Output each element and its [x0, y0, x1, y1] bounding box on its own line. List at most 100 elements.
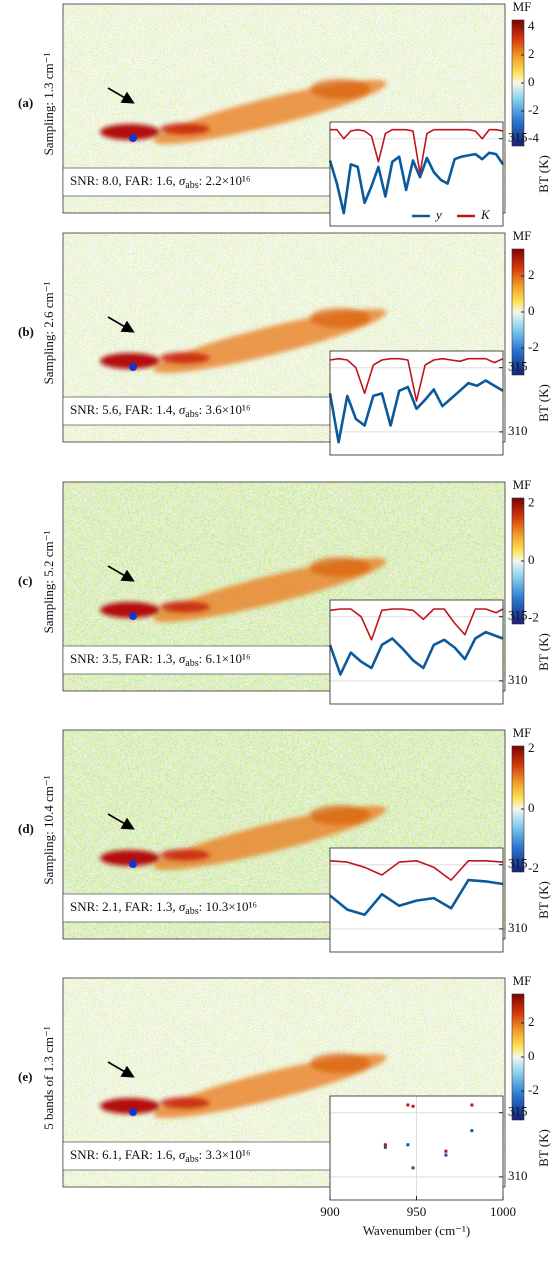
series-point [406, 1103, 410, 1107]
annotation-subscript: abs [185, 658, 198, 669]
annotation: SNR: 6.1, FAR: 1.6, σabs: 3.3×10¹⁶ [70, 1147, 250, 1165]
inset-background [330, 122, 503, 226]
x-tick-label: 950 [407, 1204, 427, 1219]
colorbar-tick-label: 2 [528, 740, 535, 755]
annotation-box [62, 1141, 331, 1171]
annotation: SNR: 2.1, FAR: 1.3, σabs: 10.3×10¹⁶ [70, 899, 257, 917]
map-frame [62, 3, 506, 214]
series-point [383, 1143, 387, 1147]
arrow [107, 316, 135, 333]
plume-mid [160, 352, 210, 364]
annotation-symbol: σ [179, 402, 186, 417]
map-ylabel: Sampling: 5.2 cm⁻¹ [41, 530, 56, 633]
colorbar-tick-label: 2 [528, 267, 535, 282]
plume-core [100, 124, 160, 140]
colorbar-label: MF [513, 0, 532, 14]
colorbar-tick-label: 2 [528, 46, 535, 61]
plume-far [310, 79, 370, 99]
plume [100, 79, 387, 145]
colorbar-tick-label: -2 [528, 339, 539, 354]
inset-background [330, 600, 503, 704]
source-dot [129, 1108, 137, 1116]
y-tick-label: 310 [508, 423, 528, 438]
annotation-suffix: : 2.2×10¹⁶ [199, 173, 251, 188]
plume [100, 805, 387, 871]
annotation-suffix: : 6.1×10¹⁶ [199, 651, 251, 666]
y-tick-label: 310 [508, 1168, 528, 1183]
source-dot [129, 134, 137, 142]
colorbar-tick-label: 4 [528, 18, 535, 33]
y-axis-label: BT (K) [536, 155, 551, 193]
colorbar-label: MF [513, 725, 532, 740]
annotation-box [62, 167, 331, 197]
inset-background [330, 351, 503, 455]
source-dot [129, 860, 137, 868]
y-axis-label: BT (K) [536, 881, 551, 919]
colorbar-tick-label: 2 [528, 495, 535, 510]
inset-frame [329, 599, 504, 705]
map-frame [62, 977, 506, 1188]
plume-mid [160, 849, 210, 861]
inset-frame [329, 847, 504, 953]
inset-frame [329, 121, 504, 227]
series-point [411, 1104, 415, 1108]
plume-mid [160, 601, 210, 613]
map-ylabel: Sampling: 10.4 cm⁻¹ [41, 775, 56, 884]
panel-label: (e) [18, 1069, 32, 1084]
annotation-suffix: : 10.3×10¹⁶ [199, 899, 257, 914]
colorbar-tick-label: 0 [528, 1048, 535, 1063]
plume [100, 308, 387, 374]
inset-frame [329, 1095, 504, 1201]
y-tick-label: 315 [508, 130, 528, 145]
map-ylabel: 5 bands of 1.3 cm⁻¹ [41, 1026, 56, 1130]
annotation-symbol: σ [179, 173, 186, 188]
colorbar-tick-label: 2 [528, 1014, 535, 1029]
colorbar-tick-label: -2 [528, 609, 539, 624]
series-line [329, 608, 504, 641]
annotation-box [62, 893, 331, 923]
annotation-symbol: σ [179, 1147, 186, 1162]
annotation-suffix: : 3.6×10¹⁶ [199, 402, 251, 417]
map-frame [62, 481, 506, 692]
series-point [470, 1103, 474, 1107]
series-line [330, 128, 504, 175]
source-dot [129, 612, 137, 620]
x-axis-label: Wavenumber (cm⁻¹) [363, 1223, 471, 1238]
colorbar-tick-label: 0 [528, 74, 535, 89]
colorbar-tick-label: -4 [528, 130, 539, 145]
x-tick-label: 1000 [490, 1204, 516, 1219]
plume [100, 1053, 387, 1119]
annotation-prefix: SNR: 6.1, FAR: 1.6, [70, 1147, 179, 1162]
plume [100, 557, 387, 623]
annotation-prefix: SNR: 8.0, FAR: 1.6, [70, 173, 179, 188]
map-ylabel: Sampling: 1.3 cm⁻¹ [41, 52, 56, 155]
series-line [328, 630, 504, 676]
colorbar-tick-label: -2 [528, 102, 539, 117]
plume-mid [160, 1097, 210, 1109]
plume-core [100, 353, 160, 369]
series-line [329, 860, 504, 881]
series-point [383, 1145, 387, 1149]
panel-label: (b) [18, 324, 34, 339]
series-point [444, 1153, 448, 1157]
colorbar-tick-label: 0 [528, 800, 535, 815]
series-line [328, 151, 505, 215]
plume-core [100, 1098, 160, 1114]
series-line [329, 357, 504, 402]
arrow [107, 565, 135, 582]
y-tick-label: 315 [508, 1104, 528, 1119]
annotation-box [62, 645, 331, 675]
y-tick-label: 310 [508, 672, 528, 687]
colorbar-label: MF [513, 228, 532, 243]
plume-core [100, 850, 160, 866]
map-frame [62, 232, 506, 443]
plume-mid [160, 123, 210, 135]
plume-core [100, 602, 160, 618]
annotation-subscript: abs [185, 1154, 198, 1165]
y-tick-label: 310 [508, 920, 528, 935]
map-frame [62, 729, 506, 940]
colorbar-tick-label: 0 [528, 552, 535, 567]
annotation-subscript: abs [185, 180, 198, 191]
panel-label: (d) [18, 821, 34, 836]
